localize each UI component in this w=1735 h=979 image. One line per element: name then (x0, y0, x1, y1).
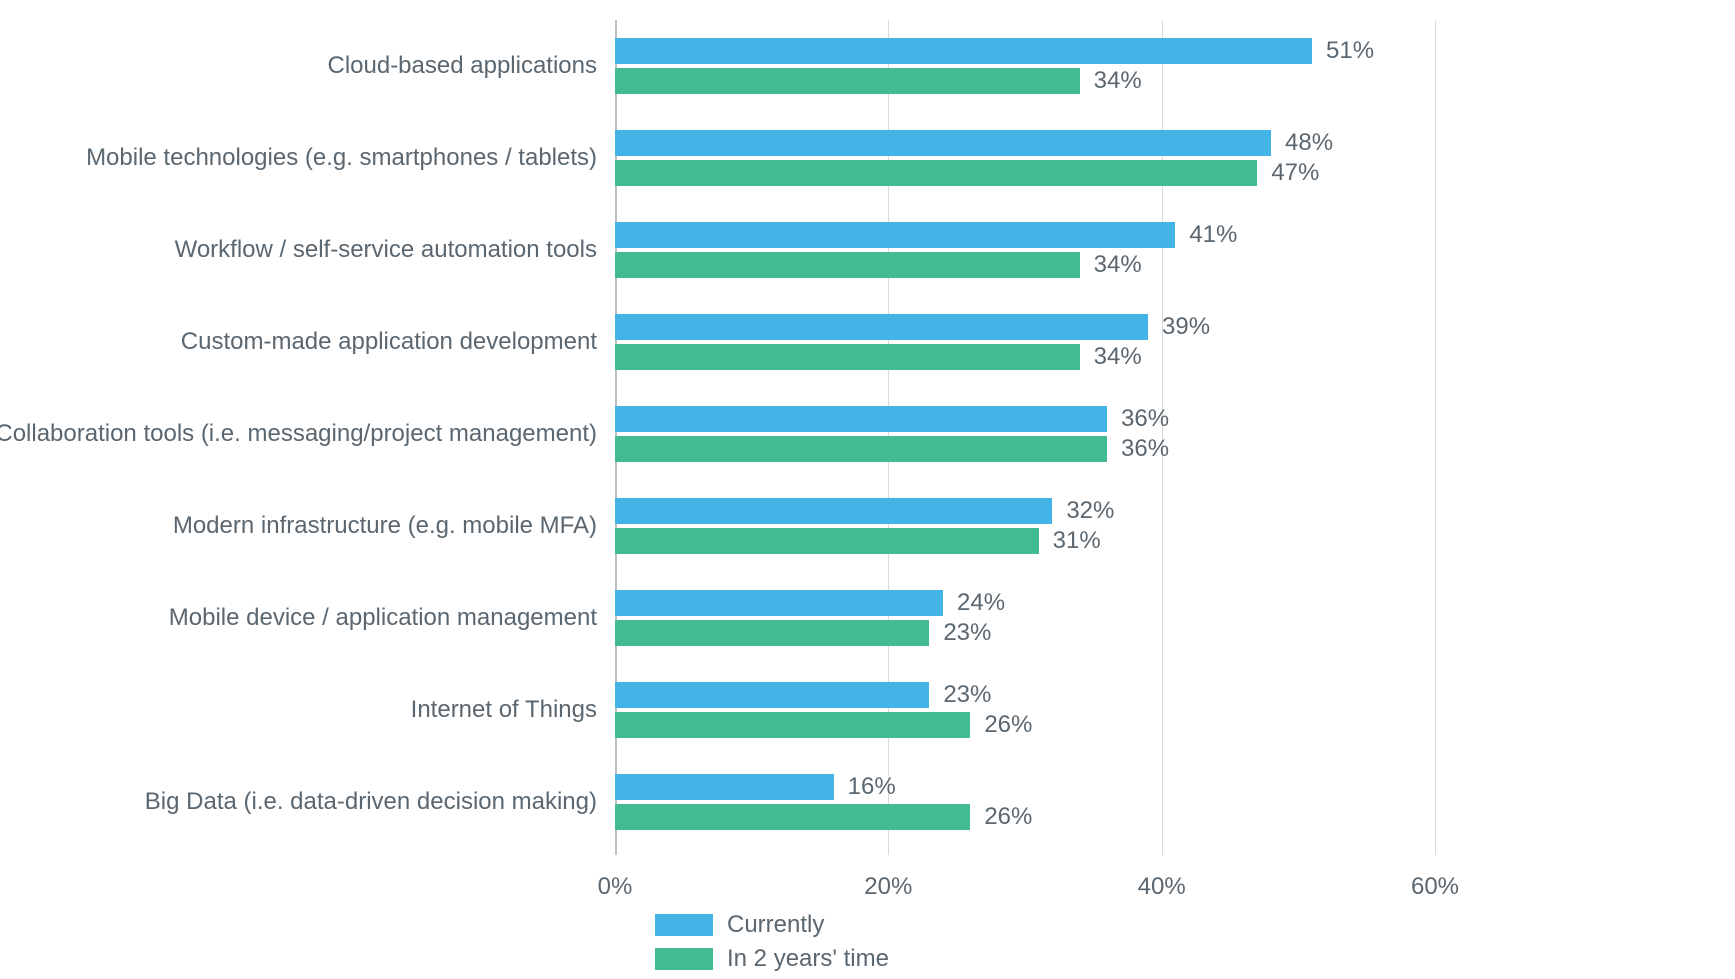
bar-value-label: 41% (1175, 221, 1237, 249)
category-label: Mobile device / application management (169, 604, 615, 632)
bar-value-label: 34% (1080, 343, 1142, 371)
category-row: Mobile device / application management24… (615, 572, 1435, 664)
bar-future: 34% (615, 344, 1080, 370)
bar-value-label: 26% (970, 803, 1032, 831)
legend-item: Currently (655, 911, 889, 939)
bar-future: 26% (615, 712, 970, 738)
bar-value-label: 36% (1107, 405, 1169, 433)
category-row: Big Data (i.e. data-driven decision maki… (615, 756, 1435, 848)
category-row: Mobile technologies (e.g. smartphones / … (615, 112, 1435, 204)
x-tick-label: 20% (864, 873, 912, 901)
bar-currently: 39% (615, 314, 1148, 340)
legend-swatch (655, 914, 713, 936)
legend-item: In 2 years' time (655, 945, 889, 973)
category-row: Workflow / self-service automation tools… (615, 204, 1435, 296)
bar-value-label: 24% (943, 589, 1005, 617)
bar-future: 47% (615, 160, 1257, 186)
bar-value-label: 51% (1312, 37, 1374, 65)
bar-currently: 32% (615, 498, 1052, 524)
bar-value-label: 26% (970, 711, 1032, 739)
bar-currently: 24% (615, 590, 943, 616)
bar-currently: 23% (615, 682, 929, 708)
x-tick-label: 60% (1411, 873, 1459, 901)
legend-label: In 2 years' time (727, 945, 889, 973)
bar-future: 36% (615, 436, 1107, 462)
bar-future: 26% (615, 804, 970, 830)
category-row: Modern infrastructure (e.g. mobile MFA)3… (615, 480, 1435, 572)
x-tick-label: 40% (1138, 873, 1186, 901)
bar-value-label: 36% (1107, 435, 1169, 463)
chart-container: Cloud-based applications51%34%Mobile tec… (0, 0, 1735, 978)
x-tick-label: 0% (598, 873, 633, 901)
bar-value-label: 34% (1080, 67, 1142, 95)
category-label: Mobile technologies (e.g. smartphones / … (86, 144, 615, 172)
bar-value-label: 23% (929, 619, 991, 647)
bar-future: 34% (615, 252, 1080, 278)
category-row: Custom-made application development39%34… (615, 296, 1435, 388)
bar-value-label: 23% (929, 681, 991, 709)
category-label: Big Data (i.e. data-driven decision maki… (145, 788, 615, 816)
bar-future: 34% (615, 68, 1080, 94)
bar-value-label: 34% (1080, 251, 1142, 279)
category-row: Cloud-based applications51%34% (615, 20, 1435, 112)
plot-area: Cloud-based applications51%34%Mobile tec… (615, 20, 1435, 855)
bar-value-label: 39% (1148, 313, 1210, 341)
category-label: Collaboration tools (i.e. messaging/proj… (0, 420, 615, 448)
bar-currently: 36% (615, 406, 1107, 432)
legend-label: Currently (727, 911, 824, 939)
bar-value-label: 16% (834, 773, 896, 801)
bar-currently: 51% (615, 38, 1312, 64)
category-label: Internet of Things (411, 696, 615, 724)
bar-future: 23% (615, 620, 929, 646)
bar-currently: 48% (615, 130, 1271, 156)
legend: Currently In 2 years' time (655, 911, 889, 979)
category-row: Internet of Things23%26% (615, 664, 1435, 756)
bar-currently: 41% (615, 222, 1175, 248)
bar-value-label: 47% (1257, 159, 1319, 187)
legend-swatch (655, 948, 713, 970)
category-label: Workflow / self-service automation tools (175, 236, 615, 264)
bar-value-label: 31% (1039, 527, 1101, 555)
category-label: Custom-made application development (181, 328, 615, 356)
category-label: Cloud-based applications (327, 52, 615, 80)
bar-value-label: 32% (1052, 497, 1114, 525)
category-label: Modern infrastructure (e.g. mobile MFA) (173, 512, 615, 540)
bar-value-label: 48% (1271, 129, 1333, 157)
bar-future: 31% (615, 528, 1039, 554)
category-row: Collaboration tools (i.e. messaging/proj… (615, 388, 1435, 480)
bar-currently: 16% (615, 774, 834, 800)
gridline (1435, 20, 1436, 855)
